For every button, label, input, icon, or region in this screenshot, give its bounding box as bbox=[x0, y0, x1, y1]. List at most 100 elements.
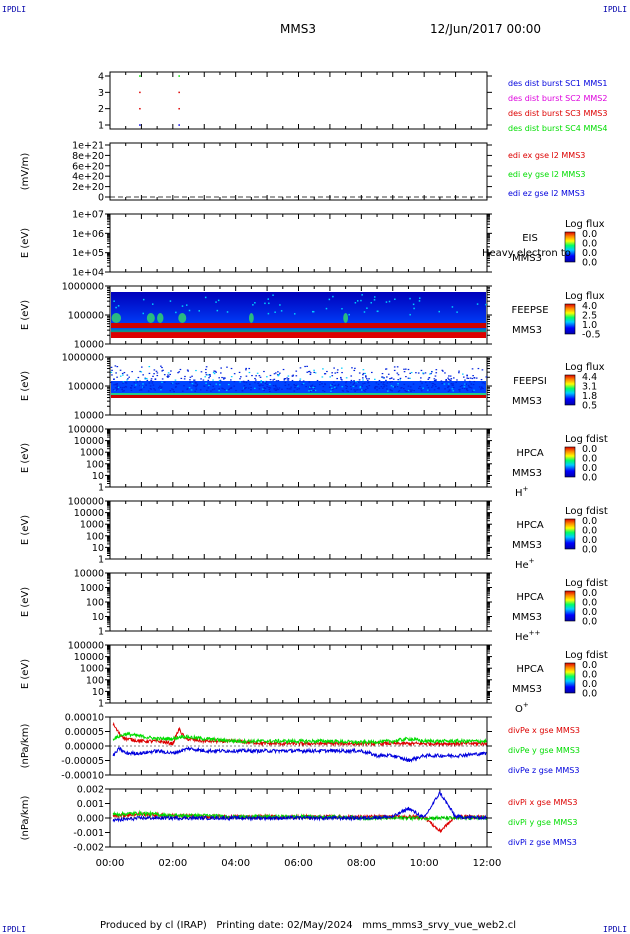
x-tick-label: 08:00 bbox=[347, 858, 376, 869]
series-line-divpe-2 bbox=[112, 746, 487, 763]
feepsi-noise-pixel bbox=[322, 385, 325, 388]
feepsi-noise-pixel bbox=[196, 384, 198, 387]
colorbar-tick-hpca_he: 0.0 bbox=[582, 545, 597, 556]
feepsi-noise-pixel bbox=[463, 387, 466, 390]
feepsi-noise-pixel bbox=[140, 371, 143, 373]
feepsi-noise-pixel bbox=[262, 388, 264, 390]
feepsi-noise-pixel bbox=[174, 379, 177, 381]
feepsi-noise-pixel bbox=[322, 390, 324, 392]
feepsi-noise-pixel bbox=[146, 379, 149, 381]
footer-program: mms_mms3_srvy_vue_web2.cl bbox=[362, 920, 517, 931]
footer-printing-date: Printing date: 02/May/2024 bbox=[216, 920, 353, 931]
feepsi-noise-pixel bbox=[367, 381, 370, 383]
feepsi-noise-pixel bbox=[331, 387, 333, 390]
feepsi-noise-pixel bbox=[156, 372, 159, 374]
feepsi-noise-pixel bbox=[432, 383, 435, 385]
feepsi-noise-pixel bbox=[256, 372, 259, 374]
feepsi-noise-pixel bbox=[366, 386, 368, 388]
feepsi-noise-pixel bbox=[483, 383, 486, 385]
feepsi-noise-pixel bbox=[171, 388, 173, 390]
feepsi-noise-pixel bbox=[144, 378, 147, 380]
y-tick-label-hpca_h: 100000 bbox=[68, 425, 104, 436]
corner-label-bottom-left: IPDLI bbox=[2, 925, 27, 934]
feepsi-noise-pixel bbox=[477, 367, 480, 370]
feepsi-noise-pixel bbox=[461, 387, 464, 389]
feepsi-noise-pixel bbox=[313, 369, 315, 371]
feepsi-noise-pixel bbox=[116, 383, 119, 385]
feepsi-noise-pixel bbox=[205, 382, 207, 384]
feepsi-noise-pixel bbox=[442, 370, 444, 372]
feepsi-noise-pixel bbox=[161, 386, 163, 388]
feepsi-noise-pixel bbox=[279, 372, 281, 374]
data-point-des bbox=[178, 124, 180, 126]
feepsi-noise-pixel bbox=[329, 376, 331, 378]
feepse-noise-pixel bbox=[226, 311, 229, 313]
feepsi-noise-pixel bbox=[142, 386, 144, 388]
feepsi-noise-pixel bbox=[321, 383, 323, 385]
feepsi-noise-pixel bbox=[219, 384, 221, 386]
feepsi-noise-pixel bbox=[310, 385, 313, 387]
y-tick-label-divpi: -0.002 bbox=[73, 843, 104, 854]
feepsi-noise-pixel bbox=[263, 389, 265, 392]
spacecraft-label-hpca_he: MMS3 bbox=[512, 540, 542, 551]
feepse-noise-pixel bbox=[267, 312, 270, 315]
feepsi-noise-pixel bbox=[191, 383, 194, 385]
feepsi-noise-pixel bbox=[466, 388, 468, 390]
feepsi-noise-pixel bbox=[188, 387, 191, 389]
feepsi-noise-pixel bbox=[194, 390, 197, 392]
y-tick-label-divpi: 0.000 bbox=[77, 814, 104, 825]
feepsi-noise-pixel bbox=[319, 381, 321, 383]
feepsi-noise-pixel bbox=[171, 382, 174, 384]
feepsi-noise-pixel bbox=[286, 379, 289, 381]
feepsi-noise-pixel bbox=[472, 375, 474, 377]
instrument-label-hpca_he2: HPCA bbox=[516, 592, 544, 603]
feepse-noise-pixel bbox=[279, 304, 281, 306]
spectrogram-feepsi bbox=[111, 381, 486, 393]
feepsi-noise-pixel bbox=[192, 385, 195, 387]
feepsi-noise-pixel bbox=[399, 379, 402, 381]
feepsi-noise-pixel bbox=[448, 379, 451, 381]
feepsi-noise-pixel bbox=[205, 366, 208, 368]
feepsi-noise-pixel bbox=[193, 379, 196, 381]
feepsi-noise-pixel bbox=[393, 366, 396, 368]
feepsi-noise-pixel bbox=[362, 383, 364, 385]
feepsi-noise-pixel bbox=[179, 368, 182, 371]
y-axis-label-hpca_he2: E (eV) bbox=[20, 587, 31, 617]
footer-produced: Produced by cl (IRAP) bbox=[100, 920, 207, 931]
feepsi-noise-pixel bbox=[463, 386, 466, 388]
feepsi-noise-pixel bbox=[331, 375, 334, 377]
feepsi-noise-pixel bbox=[284, 384, 287, 387]
spacecraft-label-hpca_h: MMS3 bbox=[512, 468, 542, 479]
feepse-noise-pixel bbox=[354, 301, 357, 304]
feepsi-noise-pixel bbox=[443, 383, 446, 385]
feepsi-noise-pixel bbox=[420, 369, 423, 372]
feepsi-noise-pixel bbox=[268, 390, 271, 393]
feepsi-noise-pixel bbox=[377, 383, 380, 385]
feepsi-noise-pixel bbox=[116, 388, 119, 390]
feepsi-noise-pixel bbox=[404, 389, 406, 392]
feepsi-noise-pixel bbox=[310, 390, 313, 392]
feepse-noise-pixel bbox=[341, 307, 343, 310]
feepsi-noise-pixel bbox=[276, 374, 279, 376]
feepsi-noise-pixel bbox=[430, 372, 432, 375]
feepsi-noise-pixel bbox=[396, 372, 399, 374]
feepsi-noise-pixel bbox=[341, 389, 344, 392]
feepsi-noise-pixel bbox=[207, 379, 210, 381]
feepsi-noise-pixel bbox=[383, 377, 385, 379]
feepsi-noise-pixel bbox=[245, 369, 247, 371]
feepsi-noise-pixel bbox=[147, 390, 150, 392]
feepsi-noise-pixel bbox=[116, 385, 119, 388]
feepsi-noise-pixel bbox=[212, 385, 215, 387]
colorbar-tick-feepsi: 0.5 bbox=[582, 401, 597, 412]
feepse-noise-pixel bbox=[388, 300, 391, 303]
feepsi-noise-pixel bbox=[115, 388, 118, 390]
feepsi-noise-pixel bbox=[427, 378, 430, 380]
y-axis-label-hpca_h: E (eV) bbox=[20, 443, 31, 473]
feepsi-noise-pixel bbox=[186, 388, 189, 390]
feepse-noise-pixel bbox=[366, 307, 368, 309]
feepsi-noise-pixel bbox=[119, 369, 122, 371]
feepse-noise-pixel bbox=[377, 310, 379, 313]
feepsi-noise-pixel bbox=[273, 373, 276, 375]
panel-hpca_he bbox=[105, 500, 576, 560]
feepse-noise-pixel bbox=[117, 305, 120, 307]
